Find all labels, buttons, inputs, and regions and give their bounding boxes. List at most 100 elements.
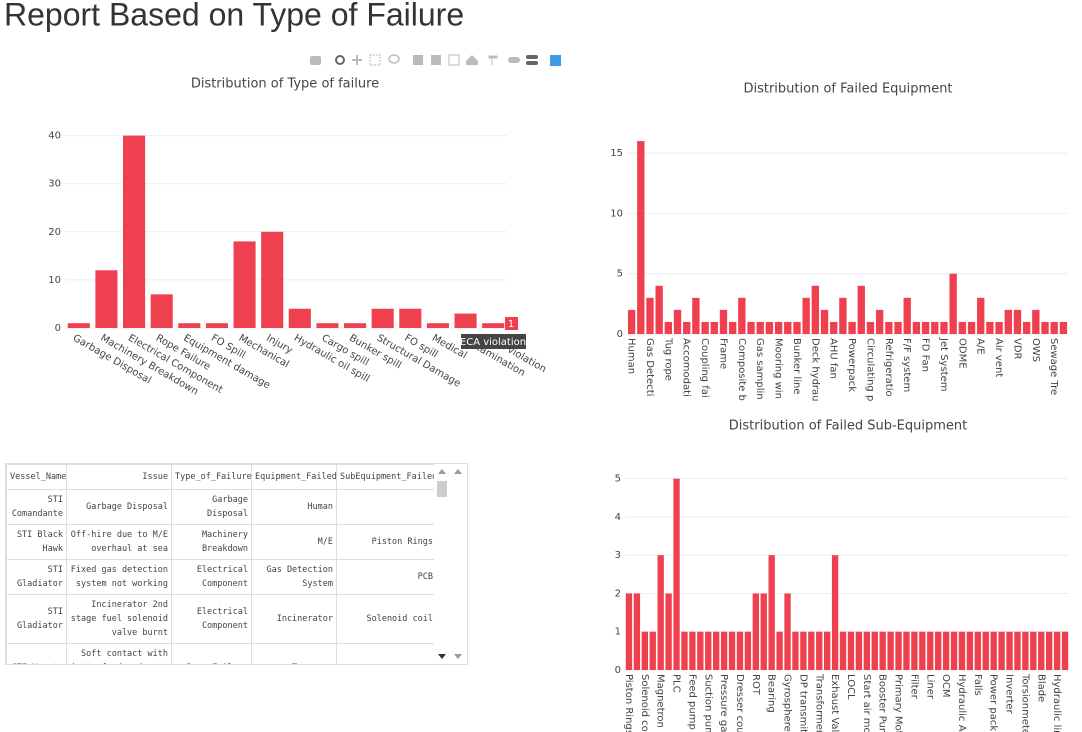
bar bbox=[784, 321, 792, 334]
y-tick-label: 1 bbox=[615, 627, 621, 638]
bar bbox=[1053, 631, 1061, 670]
bar bbox=[344, 323, 367, 328]
y-tick-label: 3 bbox=[615, 550, 621, 561]
x-tick-label: OWS bbox=[1030, 338, 1041, 362]
table-cell: Off-hire due to M/E overhaul at sea bbox=[66, 524, 172, 560]
pan-icon[interactable] bbox=[352, 55, 362, 65]
hover-compare-icon[interactable] bbox=[526, 61, 538, 65]
tooltip-value: 1 bbox=[508, 319, 514, 330]
zoom-icon[interactable] bbox=[335, 55, 345, 65]
y-tick-label: 5 bbox=[615, 474, 621, 485]
bar bbox=[744, 631, 752, 670]
bar bbox=[454, 313, 477, 328]
bar bbox=[1061, 631, 1069, 670]
bar bbox=[811, 285, 820, 334]
x-tick-label: Power pack bbox=[988, 674, 999, 731]
x-tick-label: A/E bbox=[975, 338, 986, 355]
bar bbox=[752, 593, 759, 670]
select-icon[interactable] bbox=[369, 54, 381, 66]
bar bbox=[482, 323, 505, 328]
x-tick-label: Exhaust Valv bbox=[829, 674, 840, 732]
scroll-down[interactable] bbox=[438, 654, 446, 659]
bar bbox=[664, 321, 673, 334]
x-tick-label: Sewage Tre bbox=[1048, 338, 1059, 395]
bar bbox=[720, 631, 728, 670]
column-header[interactable]: Issue bbox=[66, 464, 172, 490]
bar bbox=[848, 321, 856, 334]
hover-closest-icon[interactable] bbox=[508, 57, 520, 63]
column-header[interactable]: Type_of_Failure bbox=[171, 464, 252, 490]
bar bbox=[974, 631, 981, 670]
table-cell: STI Gladiator bbox=[6, 594, 67, 644]
bar bbox=[977, 297, 985, 334]
scroll-up[interactable] bbox=[454, 469, 462, 474]
bar bbox=[625, 593, 633, 670]
zoom-out-icon[interactable] bbox=[431, 55, 441, 65]
column-header[interactable]: Vessel_Name bbox=[6, 464, 67, 490]
plotly-logo[interactable] bbox=[550, 55, 561, 66]
scrollbar[interactable] bbox=[434, 464, 467, 664]
bar bbox=[123, 135, 146, 328]
x-tick-label: Pressure ga bbox=[718, 674, 729, 732]
x-tick-label: Gas samplin bbox=[754, 338, 765, 400]
bar bbox=[986, 321, 994, 334]
bar bbox=[689, 631, 696, 670]
x-tick-label: Air vent bbox=[993, 338, 1004, 377]
x-tick-label: Mooring win bbox=[773, 338, 784, 399]
spike-icon[interactable] bbox=[488, 55, 498, 65]
bar bbox=[673, 309, 682, 334]
bar bbox=[990, 631, 997, 670]
bar bbox=[935, 631, 942, 670]
bar bbox=[67, 323, 90, 328]
bar bbox=[178, 323, 201, 328]
bar bbox=[1041, 321, 1049, 334]
hover-compare-icon[interactable] bbox=[526, 55, 538, 59]
bar bbox=[830, 321, 838, 334]
page-title: Report Based on Type of Failure bbox=[4, 0, 464, 32]
bar bbox=[871, 631, 878, 670]
x-tick-label: Filter bbox=[908, 674, 919, 700]
table-cell: Garbage Disposal bbox=[171, 489, 252, 525]
bar bbox=[233, 241, 256, 328]
bar bbox=[942, 631, 950, 670]
y-tick-label: 20 bbox=[48, 227, 61, 238]
bar bbox=[649, 631, 656, 670]
table-cell: Garbage Disposal bbox=[66, 489, 172, 525]
camera-icon[interactable] bbox=[310, 56, 321, 65]
bar bbox=[885, 321, 893, 334]
table-row: STI Gladiator Fixed gas detection system … bbox=[6, 559, 437, 595]
reset-icon[interactable] bbox=[466, 55, 478, 65]
x-tick-label: Powerpack bbox=[846, 338, 857, 392]
tooltip-box bbox=[461, 334, 526, 349]
x-tick-label: Magnetron bbox=[655, 674, 666, 728]
column-header[interactable]: SubEquipment_Failed bbox=[336, 464, 437, 490]
autoscale-icon[interactable] bbox=[448, 54, 460, 66]
table-cell: Solenoid coil bbox=[336, 594, 437, 644]
x-tick-label: Hydraulic Ac bbox=[956, 674, 967, 732]
x-tick-label: ODME bbox=[956, 338, 967, 369]
bar bbox=[768, 555, 775, 670]
scroll-up[interactable] bbox=[438, 469, 446, 474]
x-tick-label: VDR bbox=[1011, 338, 1022, 360]
y-tick-label: 40 bbox=[48, 131, 61, 142]
bar bbox=[831, 555, 839, 670]
bar bbox=[857, 285, 865, 334]
lasso-icon[interactable] bbox=[388, 54, 400, 64]
x-tick-label: Refrigeratio bbox=[883, 338, 894, 397]
scroll-down[interactable] bbox=[454, 654, 462, 659]
table-cell: Incinerator 2nd stage fuel solenoid valv… bbox=[66, 594, 172, 644]
bar bbox=[710, 321, 718, 334]
column-header[interactable]: Equipment_Failed bbox=[251, 464, 337, 490]
x-tick-label: OCM bbox=[940, 674, 951, 697]
bar bbox=[847, 631, 855, 670]
zoom-in-icon[interactable] bbox=[413, 55, 423, 65]
bar bbox=[958, 321, 967, 334]
table-cell bbox=[336, 489, 437, 525]
data-table: Vessel_Name Issue Type_of_Failure Equipment… bbox=[5, 463, 468, 665]
bar bbox=[728, 631, 736, 670]
scroll-thumb[interactable] bbox=[437, 481, 447, 497]
modebar bbox=[310, 54, 561, 66]
table-row: STI VenetoSoft contact with jetty fender… bbox=[6, 643, 437, 664]
table-cell: Incinerator bbox=[251, 594, 337, 644]
bar bbox=[316, 323, 339, 328]
